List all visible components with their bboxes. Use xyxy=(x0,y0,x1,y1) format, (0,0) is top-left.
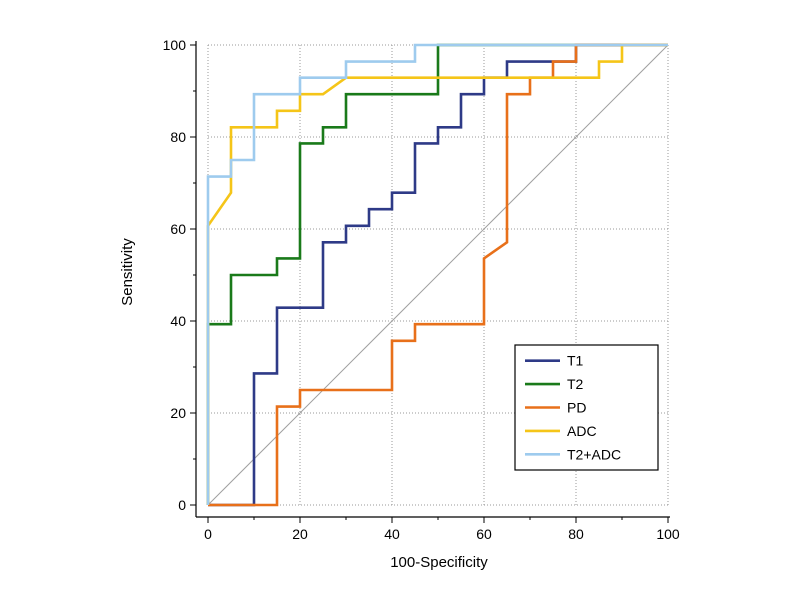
y-axis-label: Sensitivity xyxy=(119,238,136,306)
legend-label-t1: T1 xyxy=(567,353,584,369)
x-tick-label: 100 xyxy=(656,526,680,542)
series-line-pd xyxy=(208,43,668,507)
legend-label-adc: ADC xyxy=(567,423,597,439)
legend-label-t2-adc: T2+ADC xyxy=(567,446,621,462)
y-tick-label: 40 xyxy=(170,313,186,329)
x-tick-label: 0 xyxy=(204,526,212,542)
series-line-t1 xyxy=(208,43,668,507)
x-tick-label: 40 xyxy=(384,526,400,542)
legend-label-t2: T2 xyxy=(567,376,584,392)
y-tick-label: 60 xyxy=(170,221,186,237)
x-axis-label: 100-Specificity xyxy=(390,554,488,571)
x-tick-label: 60 xyxy=(476,526,492,542)
axes: 0 20 40 60 80 100 0 20 40 60 80 100 xyxy=(163,37,680,542)
x-tick-label: 80 xyxy=(568,526,584,542)
x-tick-label: 20 xyxy=(292,526,308,542)
legend-label-pd: PD xyxy=(567,400,586,416)
reference-diagonal-line xyxy=(207,44,669,506)
series-group xyxy=(206,43,668,507)
legend: T1 T2 PD ADC T2+ADC xyxy=(514,344,659,471)
y-tick-label: 20 xyxy=(170,405,186,421)
y-tick-label: 100 xyxy=(163,37,187,53)
y-tick-label: 0 xyxy=(178,497,186,513)
y-tick-label: 80 xyxy=(170,129,186,145)
series-line-t2-adc xyxy=(206,43,668,505)
series-line-t2 xyxy=(206,43,668,505)
